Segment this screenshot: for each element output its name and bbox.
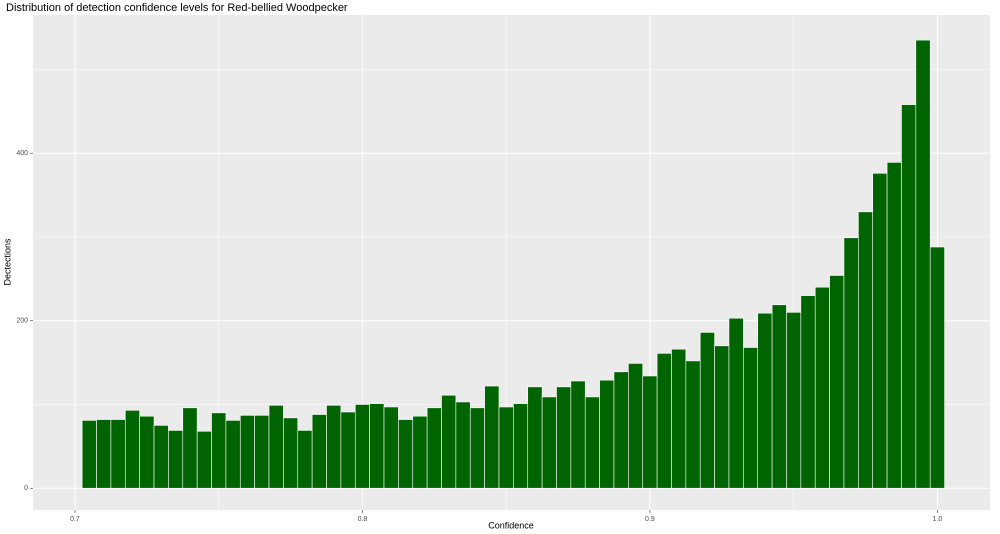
bar — [728, 317, 744, 489]
bar — [513, 403, 529, 489]
bar — [96, 419, 112, 489]
y-tick-label: 400 — [16, 150, 28, 157]
bar — [685, 360, 701, 489]
bar — [829, 275, 845, 489]
bar — [283, 417, 299, 489]
bar — [886, 162, 902, 489]
bar — [584, 396, 600, 489]
bar — [915, 39, 931, 489]
bar — [814, 286, 830, 489]
bar — [872, 172, 888, 489]
bar — [484, 385, 500, 489]
bar — [771, 304, 787, 489]
x-tick-label: 0.9 — [645, 516, 655, 523]
bar — [929, 246, 945, 489]
bar — [455, 401, 471, 489]
bar — [239, 415, 255, 489]
bar — [225, 420, 241, 489]
bar — [124, 410, 140, 489]
bar — [182, 407, 198, 489]
bar — [556, 386, 572, 489]
bar — [843, 237, 859, 489]
bar — [800, 295, 816, 489]
bar — [196, 430, 212, 489]
bar — [699, 332, 715, 489]
bar — [398, 419, 414, 489]
bar — [858, 211, 874, 489]
y-axis-title: Dectections — [2, 238, 12, 286]
bar — [628, 363, 644, 489]
bar — [570, 380, 586, 489]
bar — [268, 405, 284, 489]
bar — [671, 348, 687, 489]
bar — [599, 379, 615, 489]
bar — [743, 347, 759, 489]
x-tick-label: 1.0 — [933, 516, 943, 523]
x-tick-label: 0.7 — [70, 516, 80, 523]
bar — [168, 430, 184, 489]
bar — [311, 414, 327, 489]
bar — [110, 419, 126, 489]
bar — [757, 312, 773, 489]
bar — [139, 415, 155, 489]
y-tick-label: 200 — [16, 318, 28, 325]
bar — [441, 394, 457, 489]
bar — [412, 415, 428, 489]
bar — [326, 405, 342, 489]
chart-title: Distribution of detection confidence lev… — [6, 2, 348, 14]
bar — [656, 353, 672, 489]
bar — [153, 425, 169, 489]
bar — [527, 386, 543, 489]
bar — [383, 406, 399, 489]
bar — [254, 415, 270, 489]
x-tick-label: 0.8 — [358, 516, 368, 523]
bar — [369, 403, 385, 489]
bar — [613, 371, 629, 489]
bar — [469, 407, 485, 489]
bar — [297, 430, 313, 489]
bar — [498, 406, 514, 489]
bar — [642, 375, 658, 489]
bar — [340, 411, 356, 489]
bar — [901, 104, 917, 489]
bar — [426, 407, 442, 489]
y-tick-label: 0 — [24, 485, 28, 492]
bar — [786, 312, 802, 489]
x-axis-title: Confidence — [488, 520, 534, 530]
bar — [211, 412, 227, 489]
bar — [354, 404, 370, 489]
bar — [81, 420, 97, 489]
bar — [714, 345, 730, 489]
bar — [541, 396, 557, 489]
